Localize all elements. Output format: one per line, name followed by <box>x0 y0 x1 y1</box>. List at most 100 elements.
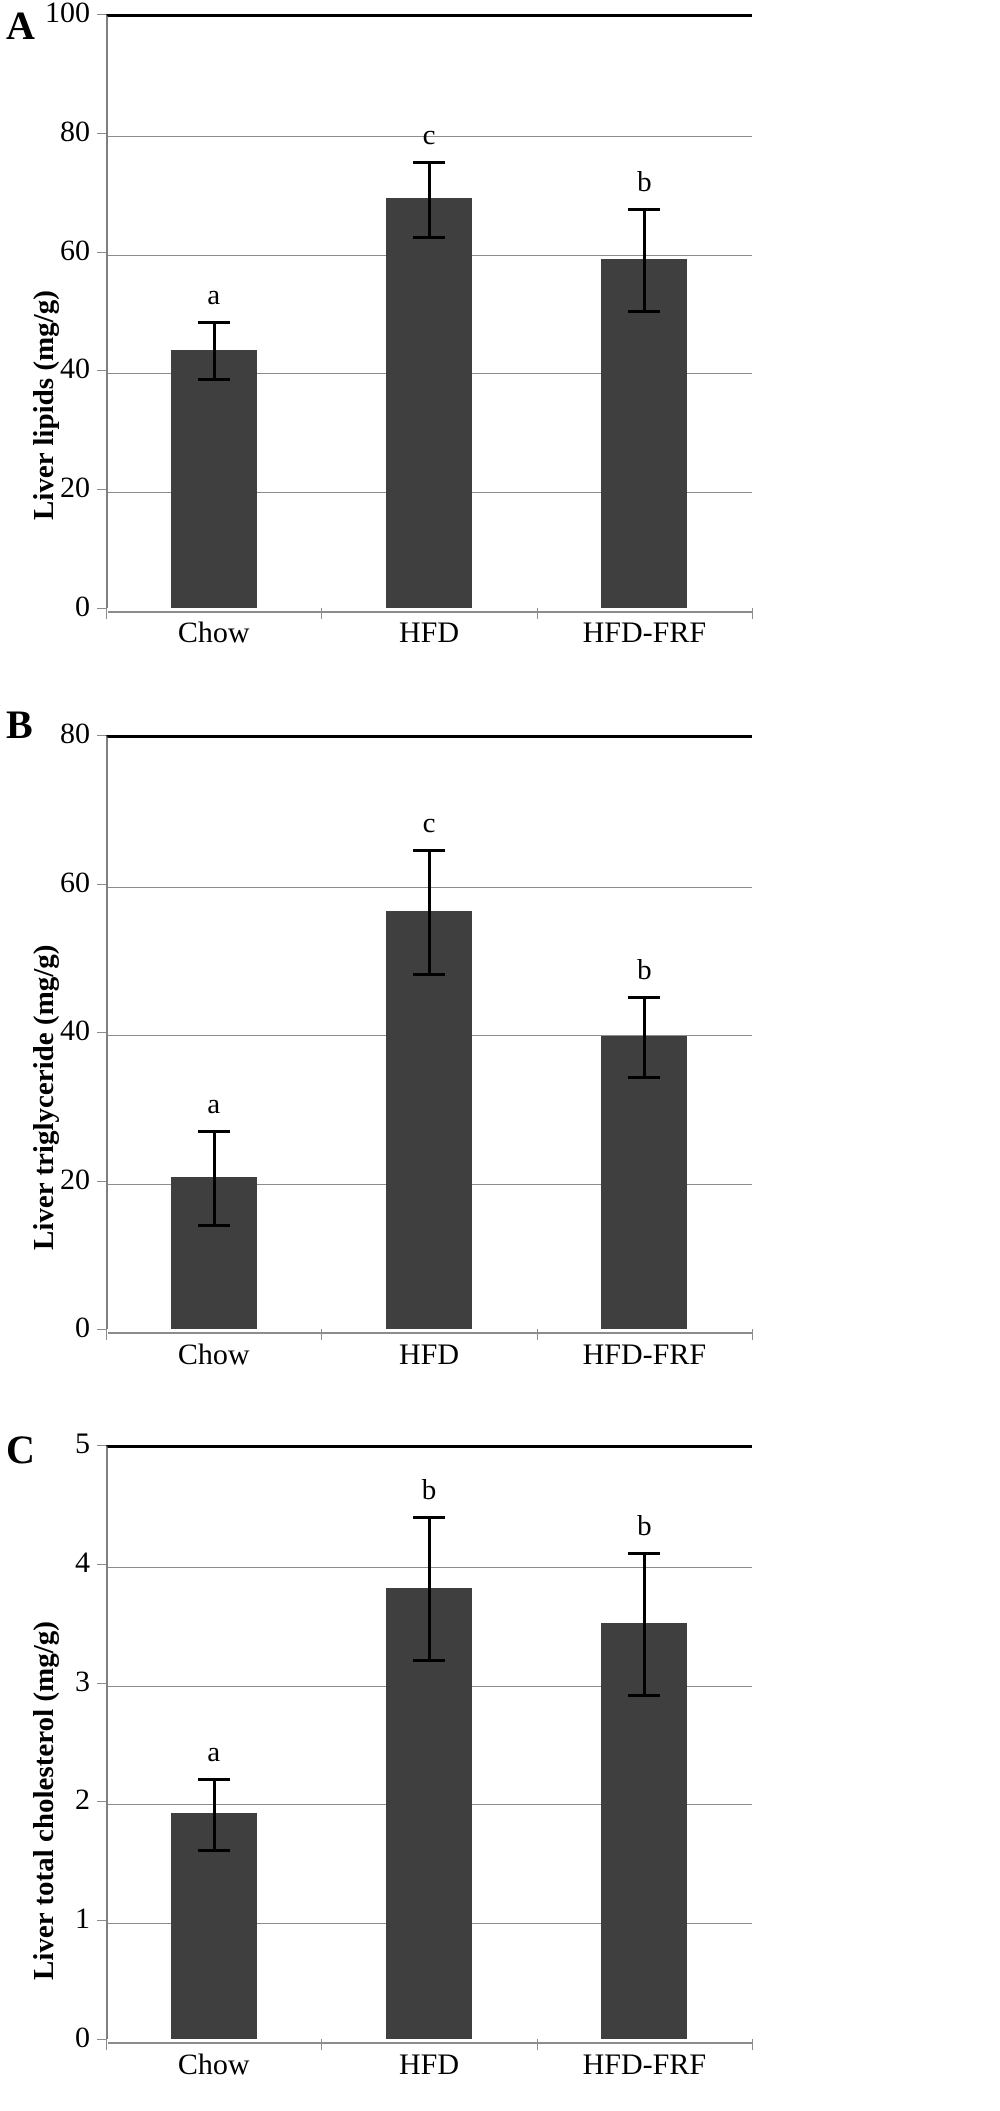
error-bar-stem-A-1 <box>428 160 431 236</box>
bar-C-1 <box>386 1587 472 2039</box>
error-bar-cap-top-A-0 <box>197 321 230 325</box>
y-tick-mark-C-0 <box>97 2039 106 2040</box>
y-tick-label-B-80: 80 <box>60 717 90 750</box>
x-tick-mark-B-2 <box>536 1329 538 1340</box>
y-tick-mark-C-4 <box>97 1563 106 1565</box>
error-bar-cap-bottom-C-1 <box>413 1658 445 1662</box>
error-bar-cap-top-B-2 <box>628 995 661 999</box>
panel-letter-A: A <box>6 3 35 48</box>
y-tick-label-C-5: 5 <box>75 1427 90 1460</box>
significance-label-C-0: a <box>207 1735 221 1768</box>
error-bar-stem-B-1 <box>428 849 431 973</box>
x-tick-mark-C-0 <box>106 2039 107 2050</box>
x-tick-label-B-2: HFD-FRF <box>582 1338 707 1371</box>
x-tick-mark-C-2 <box>536 2039 538 2050</box>
significance-label-A-0: a <box>207 279 221 312</box>
x-tick-label-C-2: HFD-FRF <box>582 2048 707 2081</box>
x-tick-mark-B-0 <box>106 1329 107 1340</box>
x-tick-mark-B-3 <box>752 1329 753 1340</box>
error-bar-cap-bottom-B-1 <box>413 972 445 976</box>
x-tick-mark-B-1 <box>321 1329 323 1340</box>
error-bar-cap-bottom-C-0 <box>197 1848 230 1852</box>
bar-B-1 <box>386 910 472 1329</box>
significance-label-C-2: b <box>637 1509 652 1542</box>
y-tick-mark-A-60 <box>97 251 106 253</box>
y-tick-mark-C-3 <box>97 1682 106 1684</box>
significance-label-B-1: c <box>422 807 436 840</box>
x-tick-mark-A-1 <box>321 608 323 619</box>
x-tick-label-B-1: HFD <box>398 1338 459 1371</box>
x-tick-label-A-2: HFD-FRF <box>582 616 707 649</box>
error-bar-stem-B-0 <box>212 1130 216 1224</box>
y-tick-mark-A-100 <box>97 14 106 15</box>
y-tick-mark-C-5 <box>97 1445 106 1446</box>
y-tick-label-C-2: 2 <box>75 1783 90 1817</box>
bar-A-0 <box>170 349 257 608</box>
error-bar-cap-top-C-2 <box>628 1551 661 1555</box>
x-tick-label-C-1: HFD <box>398 2048 459 2081</box>
x-tick-mark-A-0 <box>106 608 107 619</box>
error-bar-stem-B-2 <box>643 995 647 1076</box>
y-tick-label-A-100: 100 <box>45 0 90 29</box>
error-bar-cap-top-B-0 <box>197 1130 230 1133</box>
bar-A-1 <box>386 198 472 608</box>
y-tick-label-A-20: 20 <box>60 471 90 505</box>
y-tick-mark-C-2 <box>97 1801 106 1803</box>
y-tick-mark-B-20 <box>97 1180 106 1182</box>
significance-label-A-2: b <box>637 166 652 199</box>
bar-B-2 <box>601 1035 688 1329</box>
error-bar-cap-top-A-1 <box>413 160 445 164</box>
y-tick-mark-A-20 <box>97 489 106 491</box>
error-bar-stem-C-2 <box>643 1551 647 1695</box>
y-tick-label-B-60: 60 <box>60 865 90 899</box>
x-tick-mark-C-3 <box>752 2039 753 2050</box>
y-tick-mark-C-1 <box>97 1920 106 1922</box>
error-bar-cap-bottom-A-1 <box>413 235 445 239</box>
error-bar-cap-bottom-B-2 <box>628 1075 661 1079</box>
significance-label-C-1: b <box>421 1474 437 1507</box>
panel-letter-B: B <box>6 702 33 747</box>
y-tick-label-C-3: 3 <box>75 1664 90 1698</box>
y-tick-mark-B-60 <box>97 883 106 885</box>
y-tick-label-C-4: 4 <box>75 1545 90 1579</box>
significance-label-B-0: a <box>207 1088 221 1120</box>
x-tick-mark-C-1 <box>321 2039 323 2050</box>
gridline-B-0 <box>108 1332 752 1334</box>
x-tick-label-B-0: Chow <box>177 1338 250 1371</box>
significance-label-A-1: c <box>422 118 436 151</box>
error-bar-stem-A-2 <box>643 208 647 311</box>
y-tick-label-C-0: 0 <box>75 2021 90 2054</box>
y-tick-label-A-80: 80 <box>60 114 90 148</box>
gridline-A-0 <box>108 611 752 613</box>
y-tick-label-B-40: 40 <box>60 1014 90 1047</box>
y-tick-label-C-1: 1 <box>75 1902 90 1936</box>
bar-A-2 <box>601 259 688 608</box>
y-tick-mark-A-0 <box>97 608 106 609</box>
gridline-C-0 <box>108 2042 752 2044</box>
error-bar-cap-bottom-A-2 <box>628 310 661 314</box>
y-tick-label-A-0: 0 <box>75 590 90 623</box>
y-tick-mark-B-80 <box>97 735 106 736</box>
error-bar-cap-top-A-2 <box>628 208 661 212</box>
error-bar-cap-top-C-0 <box>197 1777 230 1781</box>
x-tick-mark-A-2 <box>536 608 538 619</box>
error-bar-stem-A-0 <box>212 321 216 379</box>
error-bar-stem-C-0 <box>212 1777 216 1849</box>
y-tick-label-B-0: 0 <box>75 1311 90 1344</box>
y-tick-label-A-40: 40 <box>60 352 90 386</box>
y-axis-title-A: Liver lipids (mg/g) <box>28 290 60 520</box>
y-tick-mark-B-40 <box>97 1032 106 1033</box>
error-bar-cap-bottom-A-0 <box>197 378 230 382</box>
panel-letter-C: C <box>6 1427 35 1472</box>
y-tick-mark-B-0 <box>97 1329 106 1330</box>
y-tick-label-A-60: 60 <box>60 233 90 267</box>
error-bar-cap-bottom-B-0 <box>197 1223 230 1227</box>
y-tick-mark-A-80 <box>97 132 106 134</box>
significance-label-B-2: b <box>637 953 652 986</box>
x-tick-mark-A-3 <box>752 608 753 619</box>
y-tick-label-B-20: 20 <box>60 1162 90 1196</box>
error-bar-cap-bottom-C-2 <box>628 1694 661 1698</box>
x-tick-label-A-0: Chow <box>177 616 250 649</box>
error-bar-cap-top-B-1 <box>413 849 445 853</box>
